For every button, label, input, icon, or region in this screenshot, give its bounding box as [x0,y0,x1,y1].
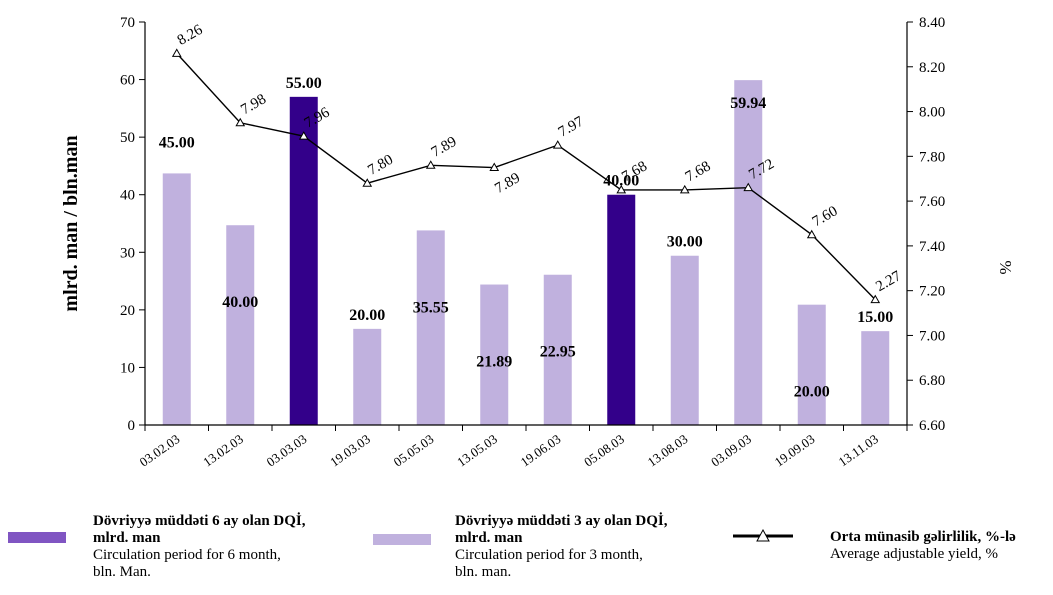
y-tick-label: 60 [120,73,135,89]
y-tick-label: 20 [120,303,135,319]
y2-tick-label: 8.00 [919,105,945,121]
bar-three-month-data-label: 30.00 [667,234,703,251]
line-yield-data-label: 2.27 [873,268,904,295]
y2-tick-label: 6.80 [919,373,945,389]
line-yield-data-label: 7.68 [683,158,714,185]
x-tick-label: 19.03.03 [327,431,373,469]
y-tick-label: 0 [128,418,136,434]
y2-tick-label: 8.20 [919,60,945,76]
y2-tick-label: 7.20 [919,284,945,300]
x-tick-label: 05.08.03 [581,431,627,469]
bar-three-month-data-label: 40.00 [222,294,258,311]
bar-three-month-data-label: 22.95 [540,344,576,361]
bar-three-month [543,274,572,425]
y-tick-label: 70 [120,15,135,31]
bar-three-month-data-label: 21.89 [476,354,512,371]
y2-tick-label: 7.60 [919,194,945,210]
line-yield-marker [870,294,881,304]
line-yield-marker [679,184,690,194]
bar-three-month-data-label: 35.55 [413,299,449,316]
y2-axis-title: % [996,260,1015,274]
line-yield [176,52,876,301]
legend-six-month-en: Circulation period for 6 month, [93,547,281,563]
line-yield-marker [362,178,373,187]
line-yield-marker [552,140,563,149]
y-tick-label: 10 [120,360,135,376]
x-tick-label: 03.03.03 [264,431,310,469]
bar-three-month [734,80,763,425]
y2-tick-label: 7.00 [919,328,945,344]
bar-three-month [670,255,699,425]
line-yield-data-label: 7.98 [238,91,269,118]
legend-three-month-en-unit: bln. man. [455,564,512,580]
line-yield-data-label: 7.60 [810,203,841,230]
line-yield-marker [235,117,246,127]
legend-three-month-unit: mlrd. man [455,530,523,546]
x-tick-label: 13.11.03 [835,431,880,469]
legend-yield-title: Orta münasib gəlirlilik, %-lə [830,529,1016,545]
bar-three-month [416,230,445,425]
line-yield-marker [489,162,500,172]
line-yield-data-label: 7.89 [429,134,460,161]
legend-swatch-three-month [373,534,431,545]
legend-yield-en: Average adjustable yield, % [830,546,998,562]
line-yield-data-label: 8.26 [175,22,206,49]
line-yield-data-label: 7.80 [365,152,396,179]
bar-three-month [480,284,509,425]
bar-three-month-data-label: 20.00 [794,384,830,401]
line-yield-marker [616,184,627,194]
legend-three-month-en: Circulation period for 3 month, [455,547,643,563]
legend-six-month-unit: mlrd. man [93,530,161,546]
x-tick-label: 13.08.03 [645,431,691,469]
line-yield-marker [806,229,817,239]
legend-three-month-title: Dövriyyə müddəti 3 ay olan DQİ, [455,513,668,529]
y2-tick-label: 8.40 [919,15,945,31]
chart: 0 10 20 30 40 50 60 70 6.60 6.80 7.00 7.20 7.40 7.60 7… [60,15,1015,470]
x-tick-label: 03.09.03 [708,431,754,469]
bar-three-month [162,173,191,425]
bar-six-month-data-label: 40.00 [603,173,639,190]
line-yield-marker [171,48,182,57]
bar-three-month-data-label: 45.00 [159,134,195,151]
bar-three-month [353,328,382,425]
y-tick-label: 50 [120,130,135,146]
bar-six-month [607,194,636,425]
y-axis-title: mlrd. man / bln.man [60,135,82,311]
x-tick-label: 19.09.03 [772,431,818,469]
bar-three-month [226,225,255,425]
y2-tick-label: 7.80 [919,149,945,165]
line-yield-marker [425,160,436,169]
line-yield-data-label: 7.89 [492,170,523,197]
y2-tick-label: 6.60 [919,418,945,434]
legend-six-month-title: Dövriyyə müddəti 6 ay olan DQİ, [93,513,306,529]
x-tick-label: 05.05.03 [391,431,437,469]
y2-tick-label: 7.40 [919,239,945,255]
bar-three-month [861,331,890,425]
legend-line-yield-icon [733,529,793,542]
bar-three-month-data-label: 20.00 [349,307,385,324]
x-tick-label: 19.06.03 [518,431,564,469]
line-yield-data-label: 7.97 [556,113,587,140]
bar-six-month [289,96,318,425]
y-tick-label: 30 [120,245,135,261]
line-yield-marker [298,131,309,140]
y-tick-label: 40 [120,188,135,204]
legend-six-month-en-unit: bln. Man. [93,564,151,580]
x-tick-label: 03.02.03 [137,431,183,469]
bar-three-month-data-label: 59.94 [730,95,766,112]
line-yield-marker [743,182,754,192]
bar-three-month [797,304,826,425]
legend-swatch-six-month [8,532,66,543]
bar-six-month-data-label: 55.00 [286,75,322,92]
bar-three-month-data-label: 15.00 [857,309,893,326]
x-tick-label: 13.02.03 [200,431,246,469]
x-tick-label: 13.05.03 [454,431,500,469]
